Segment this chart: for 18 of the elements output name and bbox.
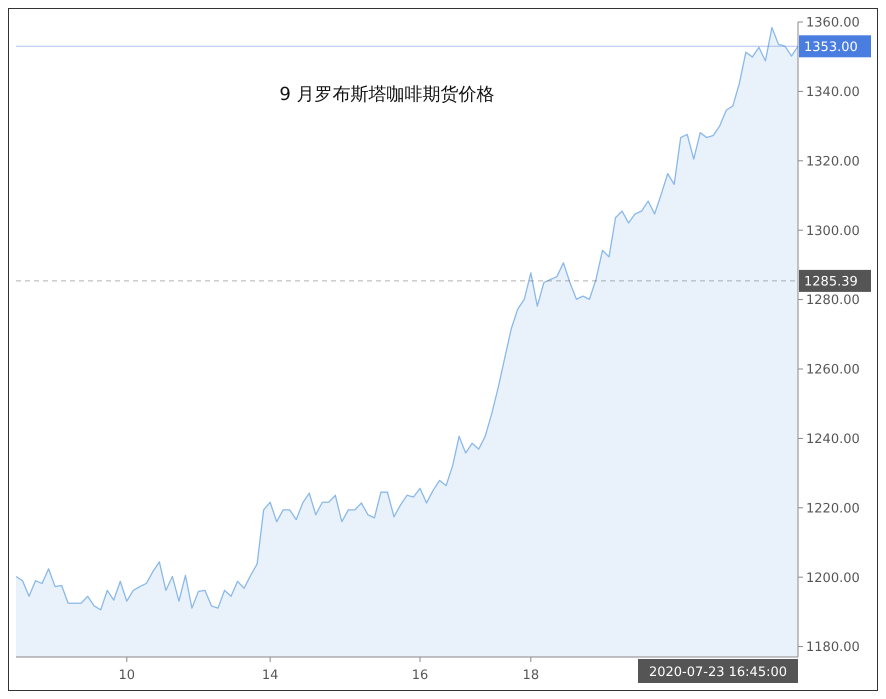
text: 2020-07-23 16:45:00 [648, 665, 788, 680]
y-tick-label: 1240.00 [806, 432, 860, 447]
ref-line-label: 1285.39 [804, 274, 858, 290]
x-tick-label: 18 [522, 668, 540, 683]
y-tick-label: 1220.00 [806, 501, 860, 516]
y-tick-label: 1280.00 [806, 293, 860, 308]
x-tick-label: 14 [262, 668, 278, 683]
y-tick-label: 1320.00 [806, 154, 860, 170]
y-tick-label: 1360.00 [806, 16, 860, 31]
y-tick-label: 1300.00 [806, 224, 860, 239]
x-tick-label: 10 [118, 668, 136, 683]
text: 9 月罗布斯塔咖啡期货价格 [279, 84, 495, 105]
y-tick-label: 1180.00 [806, 640, 860, 656]
y-tick-label: 1200.00 [806, 570, 860, 586]
y-tick-label: 1260.00 [806, 362, 860, 378]
ref-line-label: 1353.00 [804, 40, 858, 55]
x-tick-label: 16 [412, 668, 428, 683]
y-tick-label: 1340.00 [806, 84, 860, 100]
